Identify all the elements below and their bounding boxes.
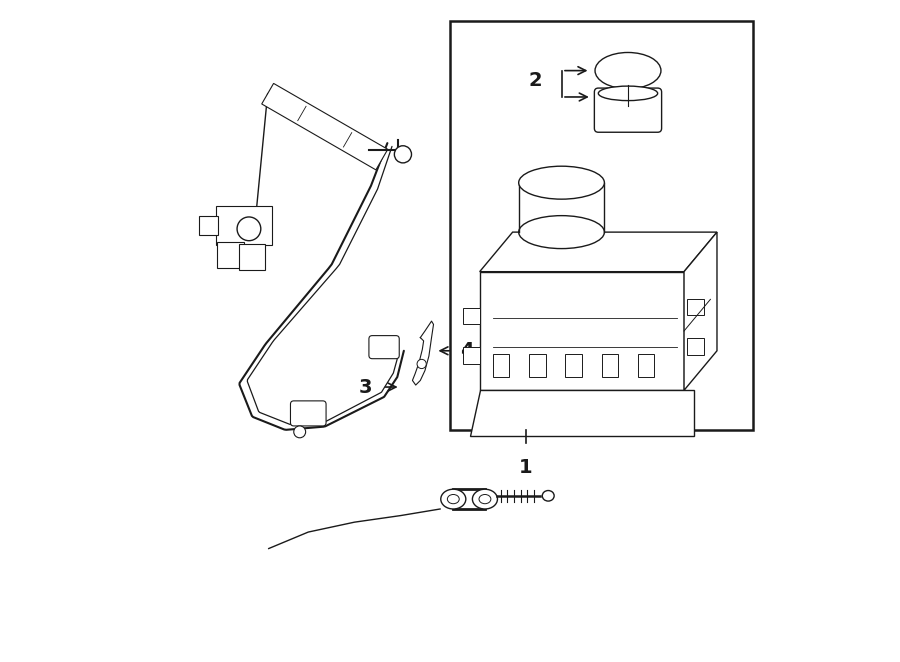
FancyBboxPatch shape bbox=[291, 401, 326, 426]
Polygon shape bbox=[412, 321, 434, 385]
Circle shape bbox=[417, 359, 427, 369]
Bar bbox=[688, 299, 704, 315]
Bar bbox=[216, 206, 272, 246]
Polygon shape bbox=[684, 232, 717, 391]
Polygon shape bbox=[470, 391, 694, 436]
Polygon shape bbox=[480, 271, 684, 391]
FancyBboxPatch shape bbox=[369, 336, 400, 359]
Text: 2: 2 bbox=[528, 71, 543, 90]
Ellipse shape bbox=[518, 216, 605, 249]
Bar bbox=[239, 244, 266, 270]
Bar bbox=[464, 348, 480, 364]
Text: 4: 4 bbox=[461, 342, 474, 360]
Ellipse shape bbox=[543, 491, 554, 501]
Bar bbox=[464, 308, 480, 324]
Polygon shape bbox=[480, 232, 717, 271]
Bar bbox=[217, 242, 244, 268]
Text: 3: 3 bbox=[359, 377, 373, 397]
FancyBboxPatch shape bbox=[594, 88, 662, 132]
Bar bbox=[450, 21, 753, 430]
Ellipse shape bbox=[598, 86, 658, 101]
Bar bbox=[565, 354, 581, 377]
Bar bbox=[638, 354, 654, 377]
Bar bbox=[200, 216, 218, 236]
Ellipse shape bbox=[447, 495, 459, 504]
Circle shape bbox=[293, 426, 306, 438]
Text: 1: 1 bbox=[519, 457, 533, 477]
Polygon shape bbox=[262, 83, 388, 170]
Ellipse shape bbox=[518, 166, 605, 199]
Bar bbox=[688, 338, 704, 355]
Circle shape bbox=[237, 217, 261, 241]
Bar bbox=[529, 354, 545, 377]
Bar bbox=[493, 354, 509, 377]
Ellipse shape bbox=[441, 489, 466, 509]
Bar bbox=[601, 354, 618, 377]
Ellipse shape bbox=[595, 52, 661, 89]
Circle shape bbox=[394, 146, 411, 163]
Ellipse shape bbox=[472, 489, 498, 509]
Ellipse shape bbox=[479, 495, 490, 504]
